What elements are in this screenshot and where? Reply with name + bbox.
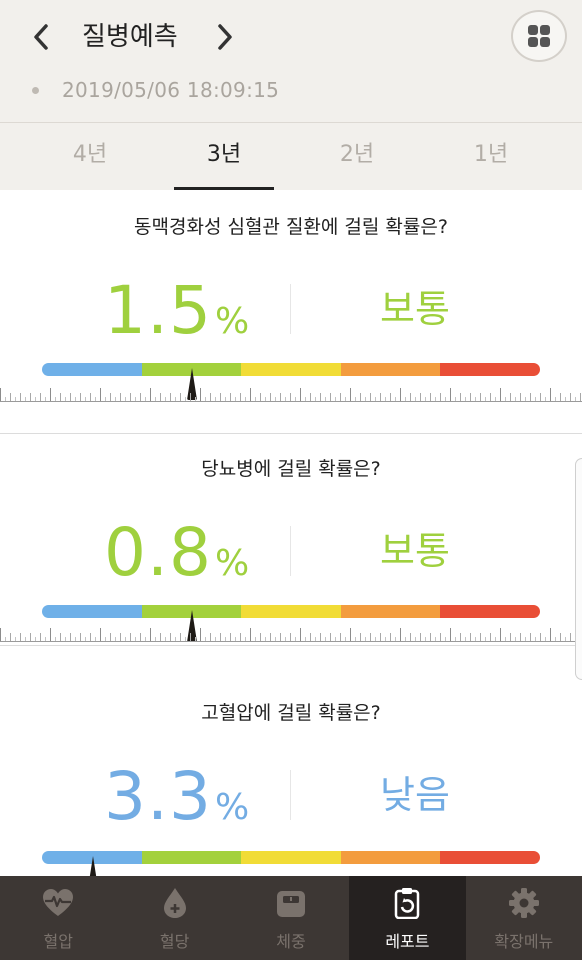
app-header: 질병예측 2019/05/06 18:09:15 — [0, 0, 582, 122]
prediction-card-hypertension: 고혈압에 걸릴 확률은? 3.3% 낮음 — [0, 646, 582, 876]
gauge-ruler — [0, 628, 582, 642]
tab-4-years[interactable]: 4년 — [72, 142, 108, 167]
chevron-right-icon — [218, 24, 232, 50]
card-question: 당뇨병에 걸릴 확률은? — [201, 458, 381, 480]
bottom-navigation: 혈압 혈당 체중 레포트 — [0, 876, 582, 960]
risk-gauge-bar — [42, 605, 540, 618]
scale-icon — [274, 886, 308, 920]
previous-arrow-button[interactable] — [26, 20, 56, 54]
risk-gauge-bar — [42, 851, 540, 864]
card-question: 고혈압에 걸릴 확률은? — [201, 702, 381, 724]
risk-level: 낮음 — [380, 773, 450, 817]
gear-icon — [507, 886, 541, 920]
divider — [290, 770, 291, 820]
tab-2-years[interactable]: 2년 — [339, 142, 375, 167]
prediction-card-diabetes: 당뇨병에 걸릴 확률은? 0.8% 보통 — [0, 402, 582, 646]
period-tabs: 4년 3년 2년 1년 — [0, 122, 582, 191]
nav-label: 혈당 — [159, 932, 190, 951]
risk-level: 보통 — [380, 287, 450, 331]
nav-label: 체중 — [276, 932, 306, 951]
probability-value: 1.5% — [104, 272, 251, 349]
blood-drop-icon — [158, 886, 192, 920]
gauge-marker — [187, 610, 197, 642]
scroll-handle[interactable] — [575, 458, 582, 680]
measurement-datetime: 2019/05/06 18:09:15 — [62, 78, 280, 102]
gauge-ruler — [0, 388, 582, 402]
gauge-marker — [187, 368, 197, 400]
nav-label: 혈압 — [43, 932, 73, 951]
nav-item-blood-pressure[interactable]: 혈압 — [0, 876, 116, 960]
bullet-dot — [32, 87, 39, 94]
nav-item-report[interactable]: 레포트 — [349, 876, 466, 960]
nav-item-weight[interactable]: 체중 — [233, 876, 349, 960]
tab-3-years[interactable]: 3년 — [174, 123, 274, 191]
risk-level: 보통 — [380, 529, 450, 573]
nav-item-extended-menu[interactable]: 확장메뉴 — [466, 876, 582, 960]
prediction-card-cardiovascular: 동맥경화성 심혈관 질환에 걸릴 확률은? 1.5% 보통 — [0, 190, 582, 434]
prediction-list[interactable]: 동맥경화성 심혈관 질환에 걸릴 확률은? 1.5% 보통 당뇨병에 걸릴 확률… — [0, 190, 582, 876]
next-arrow-button[interactable] — [210, 20, 240, 54]
page-title: 질병예측 — [82, 22, 178, 52]
nav-label: 확장메뉴 — [494, 932, 554, 951]
heart-pulse-icon — [41, 886, 75, 920]
divider — [290, 526, 291, 576]
card-question: 동맥경화성 심혈관 질환에 걸릴 확률은? — [134, 216, 448, 238]
report-clipboard-icon — [390, 886, 424, 920]
nav-label: 레포트 — [385, 932, 430, 951]
tab-1-year[interactable]: 1년 — [473, 142, 509, 167]
divider — [290, 284, 291, 334]
probability-value: 0.8% — [104, 514, 251, 591]
grid-icon — [528, 25, 550, 47]
risk-gauge-bar — [42, 363, 540, 376]
nav-item-blood-sugar[interactable]: 혈당 — [116, 876, 232, 960]
grid-menu-button[interactable] — [511, 10, 567, 62]
probability-value: 3.3% — [104, 758, 251, 835]
gauge-marker — [88, 856, 98, 876]
chevron-left-icon — [34, 24, 48, 50]
